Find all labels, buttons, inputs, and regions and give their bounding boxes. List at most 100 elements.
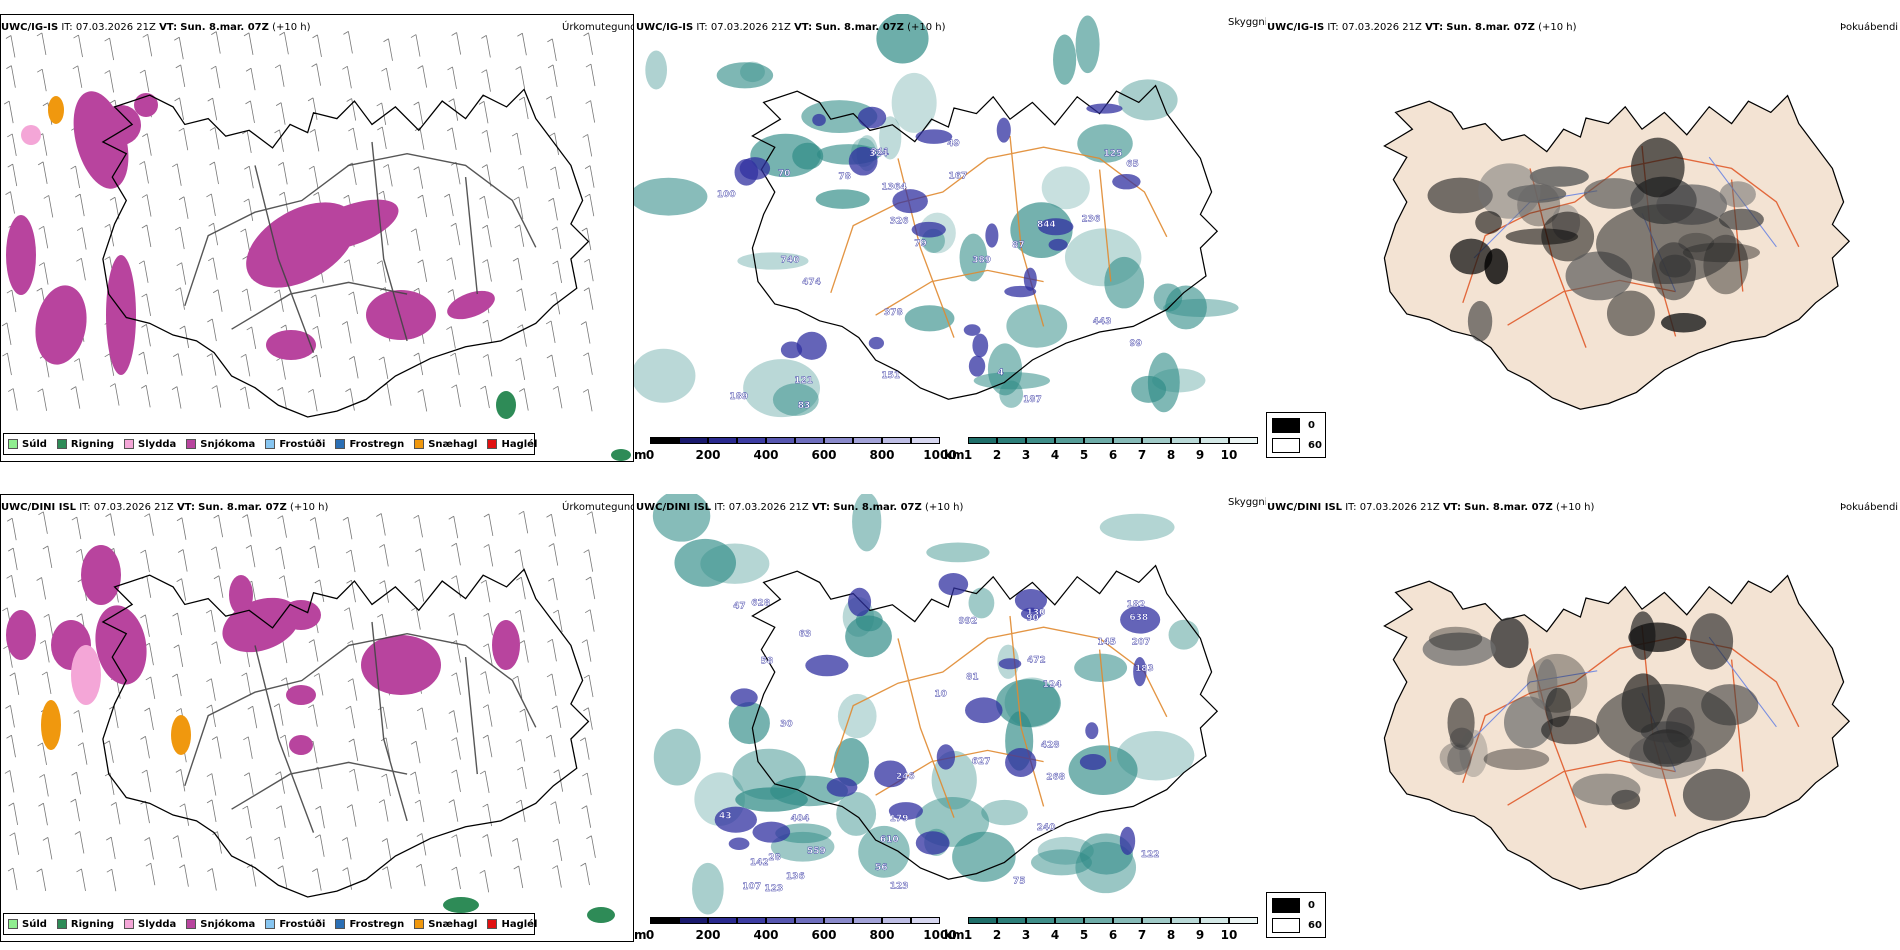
wind-barb xyxy=(450,352,460,376)
visibility-m-area xyxy=(1119,826,1136,855)
wind-barb xyxy=(551,226,562,250)
colorbar-tick-label: 2 xyxy=(992,448,1002,462)
wind-barb xyxy=(410,740,421,764)
wind-barb xyxy=(518,96,529,120)
wind-barb xyxy=(511,132,522,156)
init-time: IT: 07.03.2026 21Z xyxy=(1327,22,1422,33)
wind-barb xyxy=(74,358,84,381)
colorbar-tick-label: 1 xyxy=(963,928,973,942)
wind-barb xyxy=(241,672,251,696)
wind-barb xyxy=(110,802,121,825)
wind-barb xyxy=(382,866,392,889)
wind-barb xyxy=(550,801,560,824)
colorbar-segment xyxy=(1113,917,1142,924)
visibility-value-label: 324 xyxy=(869,149,888,159)
colorbar-segment xyxy=(708,917,737,924)
wind-barb xyxy=(341,837,352,860)
visibility-m-area xyxy=(936,744,956,770)
visibility-value-label: 378 xyxy=(884,308,903,318)
wind-barb xyxy=(551,705,562,728)
header-bottom-left: UWC/DINI ISL IT: 07.03.2026 21Z VT: Sun.… xyxy=(1,502,328,513)
visibility-km-area xyxy=(743,359,820,418)
wind-barb xyxy=(243,198,254,221)
visibility-value-label: 79 xyxy=(914,239,927,249)
wind-barb xyxy=(242,514,252,537)
wind-barb xyxy=(245,544,256,568)
wind-barb xyxy=(580,321,591,344)
visibility-m-colorbar-top: m 0 200 400 600 800 1000 xyxy=(634,433,957,463)
visibility-value-label: 268 xyxy=(1046,772,1065,782)
visibility-value-label: 136 xyxy=(786,872,805,882)
visibility-m-area xyxy=(796,331,827,360)
fog-area xyxy=(1428,626,1483,651)
fog-area xyxy=(1478,163,1541,219)
fog-area xyxy=(1490,617,1529,669)
visibility-m-area xyxy=(998,658,1022,670)
wind-barb xyxy=(348,291,358,314)
wind-barb xyxy=(278,162,288,185)
model-name: UWC/IG-IS xyxy=(636,22,694,33)
road-network xyxy=(830,615,1168,818)
wind-barb xyxy=(213,575,224,598)
colorbar-segment xyxy=(1055,917,1084,924)
wind-barb xyxy=(172,673,182,697)
wind-barb xyxy=(519,708,530,732)
visibility-km-area xyxy=(1004,677,1060,728)
wind-barb xyxy=(451,769,461,793)
precip-area xyxy=(266,330,316,360)
precip-area xyxy=(361,635,441,695)
wind-barb xyxy=(178,127,189,151)
wind-barb xyxy=(37,161,48,184)
colorbar-tick-label: 5 xyxy=(1079,928,1089,942)
colorbar-tick-label: 400 xyxy=(753,928,779,942)
colorbar-tick-label: 400 xyxy=(753,448,779,462)
colorbar-segment xyxy=(997,437,1026,444)
iceland-coastline xyxy=(101,88,590,418)
visibility-value-label: 47 xyxy=(733,601,746,611)
legend-label: Súld xyxy=(22,918,47,930)
colorbar-tick-label: 10 xyxy=(1220,928,1238,942)
colorbar-segment xyxy=(766,437,795,444)
legend-swatch xyxy=(8,439,18,449)
header-bottom-mid: UWC/DINI ISL IT: 07.03.2026 21Z VT: Sun.… xyxy=(636,502,963,513)
wind-barb xyxy=(546,354,557,378)
wind-barb xyxy=(481,129,492,153)
visibility-km-area xyxy=(836,792,877,836)
wind-barb xyxy=(243,736,253,759)
wind-barb xyxy=(104,223,115,247)
legend-item-7: Haglél xyxy=(487,919,537,930)
wind-barb xyxy=(314,579,325,602)
lead-time: (+10 h) xyxy=(289,502,329,513)
fog-area xyxy=(1449,727,1474,751)
wind-barb xyxy=(179,325,190,349)
colorbar-segment xyxy=(911,917,940,924)
wind-barb xyxy=(36,868,47,891)
model-name: UWC/DINI ISL xyxy=(1267,502,1343,513)
visibility-km-area xyxy=(1079,833,1133,875)
visibility-value-label: 992 xyxy=(958,616,977,626)
colorbar-segment xyxy=(795,917,824,924)
precip-area xyxy=(303,199,399,251)
fog-area xyxy=(1572,773,1641,806)
wind-barb xyxy=(37,388,48,411)
wind-barb xyxy=(483,544,494,567)
wind-barb xyxy=(550,291,561,315)
visibility-m-area xyxy=(1086,103,1123,114)
wind-barb xyxy=(279,191,289,215)
wind-barb xyxy=(243,32,254,55)
wind-barb xyxy=(175,64,186,87)
legend-swatch xyxy=(487,439,498,449)
visibility-km-colorbar-bottom: km 1 2 3 4 5 6 7 8 9 10 xyxy=(944,913,1266,943)
wind-barb xyxy=(342,516,353,540)
wind-barb xyxy=(141,324,151,347)
colorbar-segment xyxy=(824,437,853,444)
visibility-value-label: 4 xyxy=(998,368,1004,378)
iceland-group xyxy=(751,564,1219,880)
wind-barb xyxy=(275,546,286,570)
legend-swatch-white xyxy=(1272,438,1300,453)
fog-area xyxy=(1475,211,1502,235)
iceland-coastline xyxy=(751,84,1219,400)
visibility-value-label: 841 xyxy=(870,148,889,158)
visibility-value-label: 28 xyxy=(768,853,781,863)
wind-barb xyxy=(345,549,356,573)
